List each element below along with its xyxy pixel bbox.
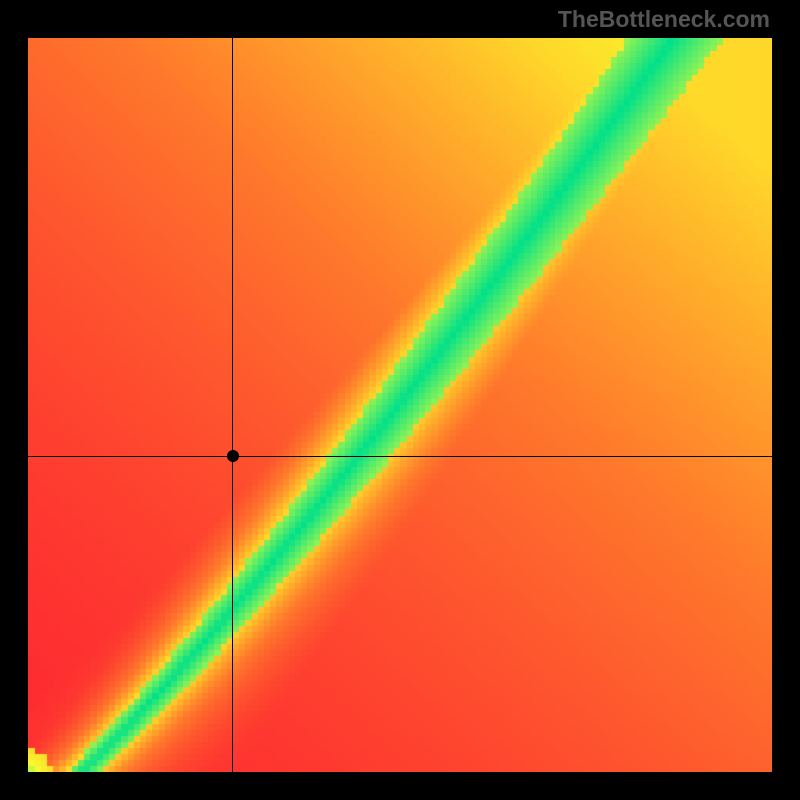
marker-dot [227, 450, 239, 462]
crosshair-vertical [232, 38, 233, 772]
crosshair-horizontal [28, 456, 772, 457]
plot-area [28, 38, 772, 772]
heatmap-canvas [28, 38, 772, 772]
watermark-text: TheBottleneck.com [558, 6, 770, 33]
